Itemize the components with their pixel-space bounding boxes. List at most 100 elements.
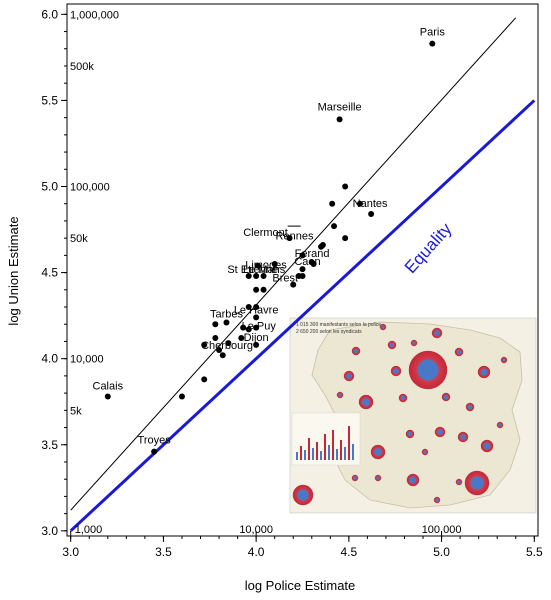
point-nantes — [368, 211, 375, 218]
map-bubble — [496, 421, 504, 429]
y-ref-label: 10,000 — [70, 354, 104, 366]
point-label: Cherbourg — [201, 340, 253, 352]
inset-caption-line-1: 1 015 300 manifestants selon la police — [296, 322, 381, 328]
y-tick-label: 4.5 — [41, 266, 58, 280]
map-bubble — [464, 470, 490, 496]
inset-mini-bar — [352, 444, 354, 460]
data-point — [331, 223, 338, 230]
map-bubble — [405, 429, 415, 439]
point-caen — [299, 266, 306, 273]
map-bubble — [343, 370, 355, 382]
map-bubble — [433, 496, 441, 504]
point-label: Limoges — [245, 260, 287, 272]
x-tick-label: 5.0 — [433, 545, 450, 559]
data-point — [253, 324, 260, 331]
data-point — [253, 286, 260, 293]
x-ref-label: 1,000 — [75, 524, 103, 536]
point-rennes — [299, 252, 306, 259]
map-bubble — [441, 392, 451, 402]
map-bubble — [434, 426, 446, 438]
inset-caption-line-2: 2 650 200 selon les syndicats — [296, 329, 362, 335]
y-tick-label: 5.5 — [41, 93, 58, 107]
x-ref-label: 100,000 — [422, 524, 462, 536]
map-bubble — [336, 391, 344, 399]
x-axis-title: log Police Estimate — [245, 578, 356, 593]
point-label: St Etienne — [227, 264, 278, 276]
data-point — [225, 340, 232, 347]
map-bubble — [351, 346, 361, 356]
point-clermont — [286, 235, 293, 242]
point-tarbes — [223, 319, 230, 326]
inset-mini-bar — [344, 447, 346, 460]
point-troyes — [151, 448, 158, 455]
point-label: Le Havre — [234, 304, 279, 316]
france-map-inset-image: 1 015 300 manifestants selon la police 2… — [289, 317, 537, 514]
data-point — [201, 376, 208, 383]
point-label: Tarbes — [210, 309, 244, 321]
map-bubble — [351, 474, 359, 482]
inset-mini-bar — [296, 452, 298, 460]
point-label: Le Puy — [242, 320, 277, 332]
point-limoges — [254, 262, 261, 269]
data-point — [356, 200, 363, 207]
point-label: Marseille — [318, 101, 362, 113]
inset-mini-bar — [332, 430, 334, 460]
map-bubble — [410, 339, 418, 347]
x-tick-label: 4.5 — [341, 545, 358, 559]
map-bubble — [457, 431, 469, 443]
point-label: Troyes — [138, 435, 172, 447]
map-bubble — [408, 350, 448, 390]
map-bubble — [477, 365, 491, 379]
y-tick-label: 4.0 — [41, 352, 58, 366]
point-label: Ferand — [295, 248, 330, 260]
data-point — [329, 200, 336, 207]
inset-mini-bar — [336, 449, 338, 460]
map-bubble — [480, 439, 494, 453]
plot-frame — [66, 3, 539, 537]
map-bubble — [454, 347, 464, 357]
point-st-etienne — [245, 273, 252, 280]
data-point — [295, 273, 302, 280]
map-bubble — [398, 393, 408, 403]
y-tick-label: 3.0 — [41, 524, 58, 538]
y-axis-title: log Union Estimate — [6, 216, 21, 325]
data-point — [271, 260, 278, 267]
data-point — [308, 259, 315, 266]
y-ref-label: 100,000 — [70, 181, 110, 193]
map-bubble — [406, 473, 420, 487]
inset-mini-bar — [320, 451, 322, 460]
inset-mini-bar — [312, 448, 314, 460]
inset-mini-bar — [328, 445, 330, 460]
x-tick-label: 5.5 — [526, 545, 543, 559]
map-bubble — [379, 323, 387, 331]
y-ref-label: 50k — [70, 233, 88, 245]
point-label: Nantes — [353, 198, 388, 210]
map-bubble — [431, 327, 443, 339]
data-point — [245, 304, 252, 311]
data-point — [253, 304, 260, 311]
inset-mini-bar — [300, 446, 302, 460]
map-bubble — [370, 444, 386, 460]
point-label: Paris — [420, 27, 446, 39]
point-label: Caen — [294, 256, 320, 268]
point-cherbourg — [216, 347, 223, 354]
data-point — [260, 286, 267, 293]
y-tick-label: 6.0 — [41, 7, 58, 21]
inset-mini-bar — [308, 438, 310, 460]
map-bubble — [374, 474, 382, 482]
y-ref-label: 1,000,000 — [70, 9, 119, 21]
point-label: Dijon — [244, 332, 269, 344]
point-brest — [290, 281, 297, 288]
y-ref-label: 500k — [70, 61, 94, 73]
inset-mini-bar — [348, 426, 350, 460]
point-calais — [104, 393, 111, 400]
y-tick-label: 3.5 — [41, 438, 58, 452]
inset-mini-bar — [316, 442, 318, 460]
inset-mini-bar — [340, 440, 342, 460]
point-label: Rennes — [276, 230, 314, 242]
point-dijon — [253, 341, 260, 348]
x-ref-label: 10,000 — [239, 524, 273, 536]
data-point — [342, 183, 349, 190]
fit-line — [70, 17, 517, 511]
